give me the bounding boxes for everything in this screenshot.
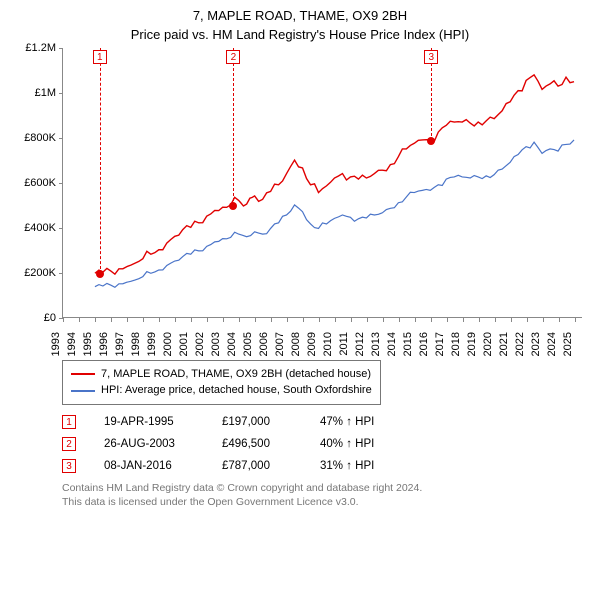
tx-price: £787,000 <box>222 460 292 472</box>
tx-date: 19-APR-1995 <box>104 416 194 428</box>
tx-hpi: 31% ↑ HPI <box>320 460 400 472</box>
chart-subtitle: Price paid vs. HM Land Registry's House … <box>14 27 586 42</box>
y-axis-label: £1M <box>14 87 56 99</box>
x-axis-label: 1999 <box>146 332 158 356</box>
x-axis-label: 2021 <box>498 332 510 356</box>
x-axis-label: 2005 <box>242 332 254 356</box>
tx-price: £496,500 <box>222 438 292 450</box>
table-row: 3 08-JAN-2016 £787,000 31% ↑ HPI <box>62 459 586 473</box>
x-axis-labels: 1993199419951996199719981999200020012002… <box>62 322 582 358</box>
x-axis-label: 2018 <box>450 332 462 356</box>
x-axis-label: 2000 <box>162 332 174 356</box>
legend-row-hpi: HPI: Average price, detached house, Sout… <box>71 382 372 399</box>
y-axis-label: £1.2M <box>14 42 56 54</box>
legend-row-property: 7, MAPLE ROAD, THAME, OX9 2BH (detached … <box>71 366 372 383</box>
x-axis-label: 2023 <box>530 332 542 356</box>
tx-hpi: 40% ↑ HPI <box>320 438 400 450</box>
x-axis-label: 2008 <box>290 332 302 356</box>
series-hpi <box>95 140 574 287</box>
x-axis-label: 2003 <box>210 332 222 356</box>
legend-label-hpi: HPI: Average price, detached house, Sout… <box>101 382 372 399</box>
x-axis-label: 2020 <box>482 332 494 356</box>
table-row: 2 26-AUG-2003 £496,500 40% ↑ HPI <box>62 437 586 451</box>
x-axis-label: 1994 <box>66 332 78 356</box>
footer-line1: Contains HM Land Registry data © Crown c… <box>62 481 586 495</box>
x-axis-label: 2004 <box>226 332 238 356</box>
tx-date: 26-AUG-2003 <box>104 438 194 450</box>
x-axis-label: 2014 <box>386 332 398 356</box>
tx-hpi: 47% ↑ HPI <box>320 416 400 428</box>
tx-marker-3: 3 <box>62 459 76 473</box>
x-axis-label: 2007 <box>274 332 286 356</box>
x-axis-label: 1996 <box>98 332 110 356</box>
plot-region: 1 2 3 <box>62 48 582 318</box>
x-axis-label: 2012 <box>354 332 366 356</box>
x-axis-label: 2017 <box>434 332 446 356</box>
marker-dot-1 <box>96 270 104 278</box>
marker-dot-3 <box>427 137 435 145</box>
chart-title: 7, MAPLE ROAD, THAME, OX9 2BH <box>14 8 586 25</box>
table-row: 1 19-APR-1995 £197,000 47% ↑ HPI <box>62 415 586 429</box>
chart-container: 7, MAPLE ROAD, THAME, OX9 2BH Price paid… <box>0 0 600 590</box>
legend-label-property: 7, MAPLE ROAD, THAME, OX9 2BH (detached … <box>101 366 371 383</box>
x-axis-label: 2024 <box>546 332 558 356</box>
x-axis-label: 2022 <box>514 332 526 356</box>
y-axis-label: £400K <box>14 222 56 234</box>
x-axis-label: 1998 <box>130 332 142 356</box>
x-axis-label: 2002 <box>194 332 206 356</box>
y-axis-label: £0 <box>14 312 56 324</box>
legend-swatch-property <box>71 373 95 375</box>
x-axis-label: 2006 <box>258 332 270 356</box>
legend-box: 7, MAPLE ROAD, THAME, OX9 2BH (detached … <box>62 360 381 405</box>
x-axis-label: 1995 <box>82 332 94 356</box>
footer-line2: This data is licensed under the Open Gov… <box>62 495 586 509</box>
x-axis-label: 2011 <box>338 332 350 356</box>
series-property <box>95 75 574 274</box>
marker-box-1: 1 <box>93 50 107 64</box>
y-axis-label: £800K <box>14 132 56 144</box>
transaction-table: 1 19-APR-1995 £197,000 47% ↑ HPI 2 26-AU… <box>62 415 586 473</box>
tx-price: £197,000 <box>222 416 292 428</box>
line-svg <box>63 48 582 317</box>
x-axis-label: 2015 <box>402 332 414 356</box>
x-axis-label: 2009 <box>306 332 318 356</box>
x-axis-label: 2013 <box>370 332 382 356</box>
tx-marker-2: 2 <box>62 437 76 451</box>
chart-area: 1 2 3 1993 1994 1995 1996 1997 1998 1999 2000 2001… <box>14 48 586 358</box>
x-axis-label: 2010 <box>322 332 334 356</box>
x-axis-label: 2025 <box>562 332 574 356</box>
y-axis-label: £200K <box>14 267 56 279</box>
x-axis-label: 2019 <box>466 332 478 356</box>
legend-swatch-hpi <box>71 390 95 392</box>
x-axis-label: 1997 <box>114 332 126 356</box>
x-axis-label: 2016 <box>418 332 430 356</box>
y-axis-label: £600K <box>14 177 56 189</box>
x-axis-label: 2001 <box>178 332 190 356</box>
footer-attribution: Contains HM Land Registry data © Crown c… <box>62 481 586 509</box>
marker-box-3: 3 <box>424 50 438 64</box>
tx-date: 08-JAN-2016 <box>104 460 194 472</box>
x-axis-label: 1993 <box>50 332 62 356</box>
marker-box-2: 2 <box>226 50 240 64</box>
marker-dot-2 <box>229 202 237 210</box>
tx-marker-1: 1 <box>62 415 76 429</box>
